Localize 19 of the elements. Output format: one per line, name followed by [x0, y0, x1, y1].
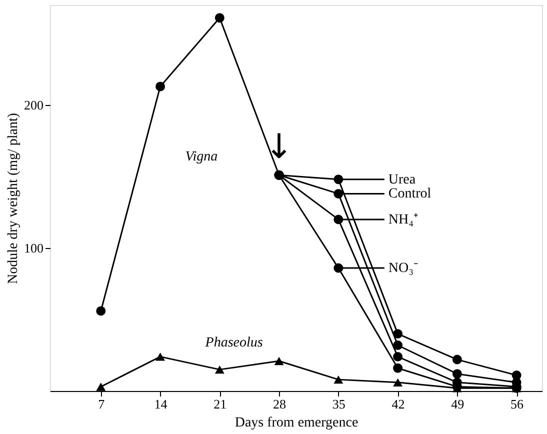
- x-tick-label: 21: [214, 396, 227, 412]
- x-tick-label: 7: [98, 396, 106, 412]
- legend-label: NO₃⁻: [388, 261, 419, 276]
- x-axis-title: Days from emergence: [234, 416, 358, 430]
- series-label: Phaseolus: [204, 336, 264, 351]
- y-tick-label: 100: [24, 240, 44, 256]
- x-tick-label: 42: [392, 396, 405, 412]
- legend-label: NH₄⁺: [388, 212, 419, 228]
- legend-label: Urea: [388, 172, 416, 188]
- x-tick-label: 35: [332, 396, 346, 412]
- x-tick-label: 49: [451, 396, 464, 412]
- x-tick-label: 28: [273, 396, 286, 412]
- x-tick-label: 56: [510, 396, 524, 412]
- legend-label: Control: [388, 186, 432, 202]
- y-tick-label: 200: [24, 98, 44, 113]
- x-tick-label: 14: [154, 396, 168, 412]
- y-axis-title: Nodule dry weight (mg/ plant): [6, 112, 21, 284]
- text: Vigna: [185, 149, 218, 164]
- annotation: ↓: [264, 127, 294, 168]
